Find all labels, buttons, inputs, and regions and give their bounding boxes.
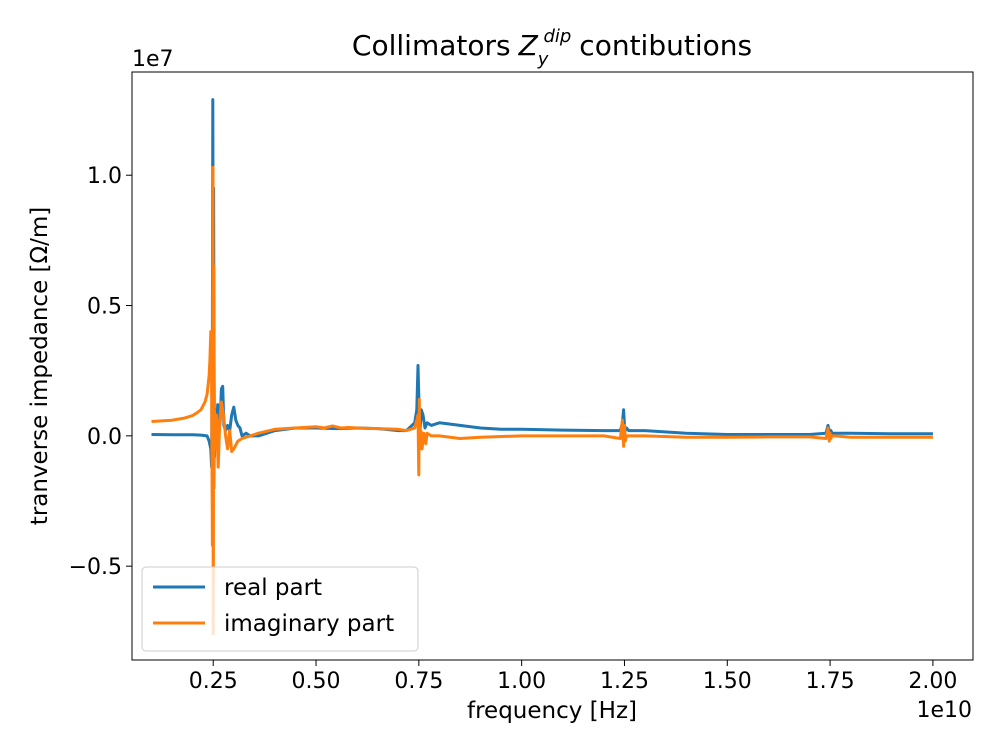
x-tick-label: 0.25 bbox=[189, 669, 238, 694]
x-tick-label: 1.50 bbox=[703, 669, 752, 694]
x-tick-label: 1.00 bbox=[497, 669, 546, 694]
y-tick-label: 0.0 bbox=[87, 425, 122, 450]
y-axis-label: tranverse impedance [Ω/m] bbox=[27, 207, 53, 525]
y-tick-label: 1.0 bbox=[87, 164, 122, 189]
x-tick-label: 1.75 bbox=[806, 669, 855, 694]
x-tick-label: 0.50 bbox=[292, 669, 341, 694]
legend: real part imaginary part bbox=[141, 566, 419, 652]
x-axis-label: frequency [Hz] bbox=[467, 698, 637, 724]
chart-title-superscript: dip bbox=[543, 26, 571, 47]
x-tick-label: 0.75 bbox=[394, 669, 443, 694]
legend-box bbox=[141, 566, 419, 652]
x-axis-ticks: 0.25 0.50 0.75 1.00 1.25 1.50 1.75 2.00 bbox=[189, 660, 957, 694]
chart-title-prefix: Collimators bbox=[352, 29, 511, 62]
plot-frame bbox=[131, 71, 974, 661]
series-group bbox=[151, 98, 933, 636]
y-offset-label: 1e7 bbox=[132, 47, 174, 72]
chart-title-subscript: y bbox=[537, 49, 549, 70]
y-tick-label: 0.5 bbox=[87, 295, 122, 320]
y-axis-ticks: −0.5 0.0 0.5 1.0 bbox=[69, 164, 132, 580]
x-offset-label: 1e10 bbox=[916, 698, 972, 723]
chart-title: Collimators Zydip contibutions bbox=[352, 26, 752, 70]
chart-title-symbol: Z bbox=[518, 29, 539, 62]
y-tick-label: −0.5 bbox=[69, 555, 122, 580]
legend-label-real: real part bbox=[224, 575, 322, 601]
x-tick-label: 2.00 bbox=[908, 669, 957, 694]
legend-label-imaginary: imaginary part bbox=[224, 611, 394, 637]
series-line-imaginary bbox=[151, 165, 933, 636]
x-tick-label: 1.25 bbox=[600, 669, 649, 694]
chart-title-suffix: contibutions bbox=[579, 29, 752, 62]
